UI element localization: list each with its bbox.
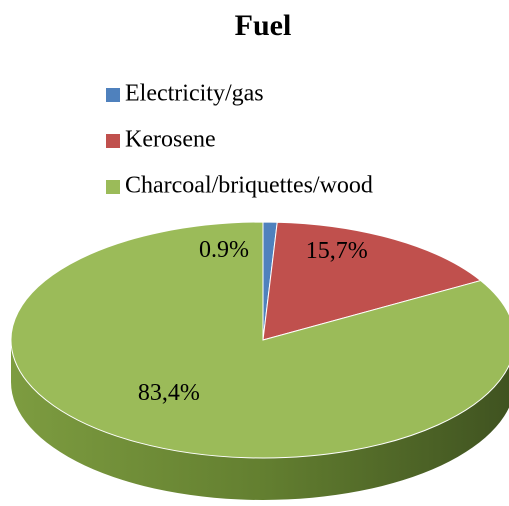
data-label: 0.9% <box>199 237 249 263</box>
legend-swatch <box>106 180 120 194</box>
legend-swatch <box>106 88 120 102</box>
chart-title: Fuel <box>235 9 292 42</box>
legend-swatch <box>106 134 120 148</box>
data-label: 83,4% <box>138 380 200 406</box>
slice-side <box>11 340 509 500</box>
legend-label: Charcoal/briquettes/wood <box>125 173 373 199</box>
slice <box>262 221 482 341</box>
data-label: 15,7% <box>306 238 368 264</box>
legend-label: Electricity/gas <box>125 81 264 107</box>
legend-label: Kerosene <box>125 127 216 153</box>
slice <box>10 221 509 459</box>
